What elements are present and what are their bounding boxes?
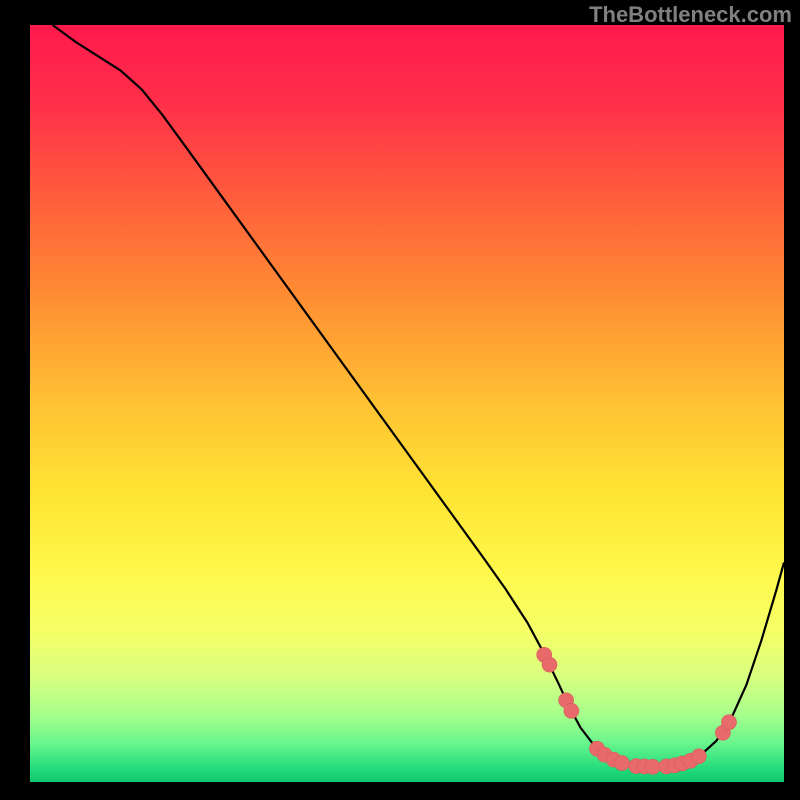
chart-container: TheBottleneck.com: [0, 0, 800, 800]
marker-point: [564, 703, 579, 718]
curve-layer: [30, 25, 784, 782]
marker-point: [542, 657, 557, 672]
marker-point: [721, 715, 736, 730]
marker-point: [614, 756, 629, 771]
bottleneck-curve: [53, 25, 784, 767]
marker-point: [645, 759, 660, 774]
marker-point: [691, 749, 706, 764]
plot-area: [30, 25, 784, 782]
watermark-text: TheBottleneck.com: [589, 2, 792, 28]
